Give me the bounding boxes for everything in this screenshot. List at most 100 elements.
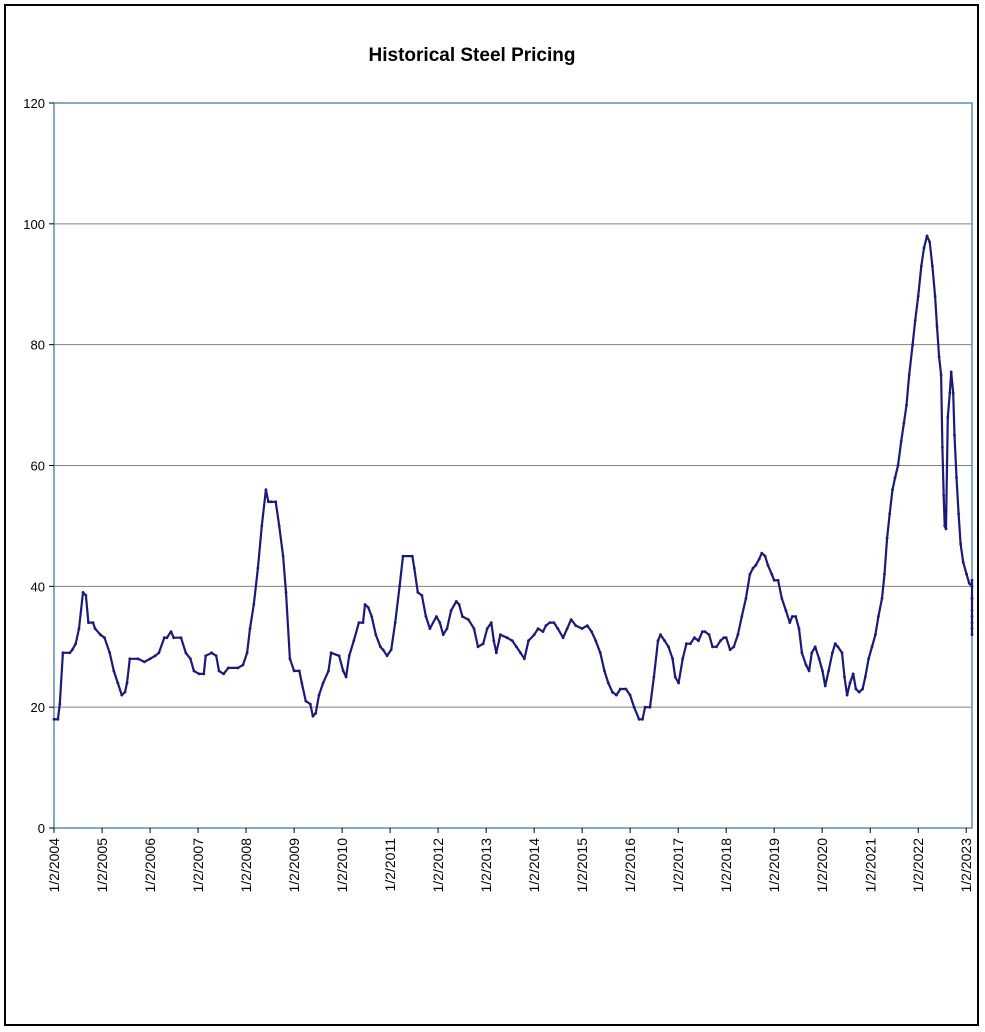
data-point	[922, 246, 926, 250]
data-point	[485, 627, 489, 630]
data-point	[648, 705, 652, 709]
data-point	[401, 554, 405, 558]
x-tick-label: 1/2/2014	[526, 838, 542, 893]
data-point	[751, 566, 755, 570]
data-point	[344, 675, 348, 679]
data-point	[136, 657, 140, 661]
x-tick-label: 1/2/2012	[430, 838, 446, 893]
y-tick-label: 20	[31, 700, 45, 715]
data-point	[854, 687, 858, 691]
data-point	[693, 636, 696, 640]
data-point	[494, 651, 498, 655]
data-point	[970, 633, 974, 637]
data-point	[590, 630, 593, 633]
data-point	[541, 630, 545, 633]
data-point	[428, 627, 432, 630]
data-point	[445, 627, 449, 630]
data-point	[317, 693, 321, 697]
x-tick-label: 1/2/2010	[334, 838, 350, 893]
data-point	[907, 373, 911, 377]
data-point	[885, 536, 889, 540]
data-point	[931, 264, 934, 268]
data-point	[308, 702, 312, 706]
data-point	[441, 633, 445, 637]
data-point	[857, 690, 861, 694]
data-point	[851, 672, 855, 676]
data-point	[748, 572, 752, 576]
data-point	[189, 657, 192, 661]
data-point	[656, 639, 660, 643]
data-point	[594, 639, 598, 643]
data-point	[619, 687, 622, 691]
data-point	[438, 621, 442, 624]
data-point	[937, 355, 941, 359]
x-tick-label: 1/2/2007	[190, 838, 206, 893]
data-point	[337, 654, 341, 658]
data-point	[719, 639, 722, 643]
data-point	[476, 645, 480, 649]
data-point	[454, 600, 458, 603]
data-point	[970, 578, 974, 582]
data-point	[116, 681, 120, 685]
data-point	[585, 624, 589, 627]
data-point	[192, 669, 196, 673]
data-point	[84, 594, 88, 597]
data-point	[757, 557, 761, 561]
data-point	[685, 642, 688, 646]
data-point	[108, 651, 112, 655]
data-point	[652, 675, 656, 679]
data-point	[817, 657, 821, 661]
data-point	[123, 690, 127, 694]
data-point	[565, 627, 569, 630]
data-point	[420, 594, 424, 597]
data-point	[772, 578, 776, 582]
data-point	[267, 500, 270, 504]
data-point	[861, 687, 864, 691]
data-point	[628, 693, 632, 697]
data-point	[210, 651, 214, 655]
data-point	[56, 717, 60, 721]
data-point	[722, 636, 726, 640]
data-point	[953, 433, 956, 437]
data-point	[357, 621, 361, 624]
data-point	[297, 669, 301, 673]
data-point	[870, 645, 874, 649]
data-point	[112, 669, 116, 673]
data-point	[125, 681, 129, 685]
data-point	[363, 603, 367, 606]
data-point	[970, 597, 974, 600]
data-point	[321, 681, 325, 685]
data-point	[944, 527, 948, 531]
data-point	[288, 657, 292, 661]
data-point	[103, 636, 106, 640]
data-point	[424, 615, 428, 618]
data-point	[732, 645, 736, 649]
data-point	[681, 657, 685, 661]
data-point	[840, 651, 844, 655]
data-point	[457, 603, 461, 606]
data-point	[697, 639, 700, 643]
data-point	[523, 657, 526, 661]
data-point	[70, 648, 74, 652]
data-point	[946, 415, 950, 419]
chart-frame	[4, 4, 979, 1026]
data-point	[845, 693, 849, 697]
x-tick-label: 1/2/2017	[670, 838, 686, 893]
data-point	[970, 584, 974, 588]
data-point	[949, 370, 953, 374]
data-point	[919, 264, 923, 268]
x-tick-label: 1/2/2015	[574, 838, 590, 893]
data-point	[327, 669, 330, 673]
data-point	[913, 319, 917, 322]
data-point	[68, 651, 72, 655]
data-point	[833, 642, 837, 646]
data-point	[941, 446, 944, 449]
data-point	[412, 566, 416, 570]
data-point	[505, 636, 509, 640]
data-point	[381, 648, 385, 652]
data-point	[911, 343, 914, 347]
data-point	[179, 636, 183, 640]
data-point	[788, 621, 792, 624]
data-point	[204, 654, 208, 658]
data-point	[374, 633, 378, 637]
